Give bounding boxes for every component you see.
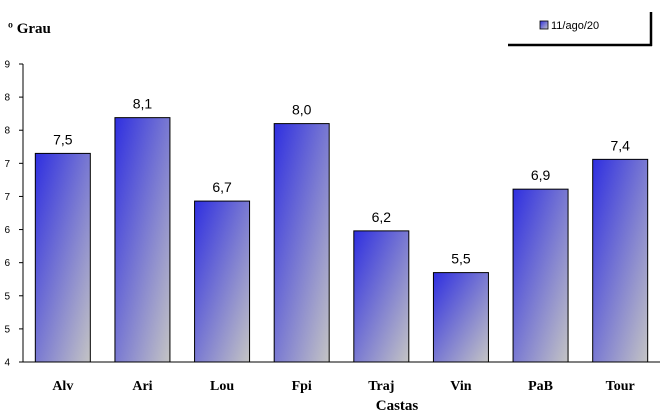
y-tick-label: 5 — [4, 291, 10, 302]
category-label-pab: PaB — [528, 379, 553, 394]
data-label-alv: 7,5 — [53, 131, 73, 147]
bars — [34, 117, 649, 363]
legend-entry: 11/ago/20 — [551, 20, 599, 32]
category-label-tour: Tour — [606, 379, 635, 394]
bar-tour — [592, 158, 649, 363]
y-axis-title: º Grau — [8, 21, 51, 37]
bar-fpi — [273, 123, 330, 363]
x-axis-title: Castas — [376, 398, 419, 414]
legend-swatch — [539, 20, 549, 30]
data-label-pab: 6,9 — [531, 167, 551, 183]
y-tick-label: 6 — [4, 258, 10, 269]
category-label-vin: Vin — [450, 379, 471, 394]
category-label-fpi: Fpi — [292, 379, 312, 394]
y-tick-label: 5 — [4, 324, 10, 335]
category-label-lou: Lou — [210, 379, 234, 394]
data-labels: 7,5 8,1 6,7 8,0 6,2 5,5 6,9 7,4 — [53, 96, 630, 267]
category-label-traj: Traj — [368, 379, 394, 394]
bar-traj — [353, 230, 410, 363]
data-label-lou: 6,7 — [212, 179, 232, 195]
data-label-vin: 5,5 — [451, 251, 471, 267]
data-label-traj: 6,2 — [372, 209, 392, 225]
y-tick-label: 9 — [4, 60, 10, 71]
category-label-ari: Ari — [132, 379, 152, 394]
data-label-tour: 7,4 — [610, 137, 630, 153]
bar-ari — [114, 117, 171, 363]
y-tick-label: 7 — [4, 192, 10, 203]
category-labels: Alv Ari Lou Fpi Traj Vin PaB Tour — [52, 379, 634, 394]
data-label-ari: 8,1 — [133, 96, 153, 112]
bar-vin — [432, 272, 489, 363]
bar-lou — [194, 200, 251, 363]
bar-pab — [512, 188, 569, 363]
y-axis-ticks: 4 5 5 6 6 7 7 8 8 9 — [4, 60, 23, 369]
legend: 11/ago/20 — [508, 12, 653, 47]
y-tick-label: 8 — [4, 93, 10, 104]
y-tick-label: 6 — [4, 225, 10, 236]
y-tick-label: 8 — [4, 126, 10, 137]
category-label-alv: Alv — [52, 379, 73, 394]
y-tick-label: 4 — [4, 358, 10, 369]
y-tick-label: 7 — [4, 159, 10, 170]
data-label-fpi: 8,0 — [292, 102, 312, 118]
bar-alv — [34, 152, 91, 363]
